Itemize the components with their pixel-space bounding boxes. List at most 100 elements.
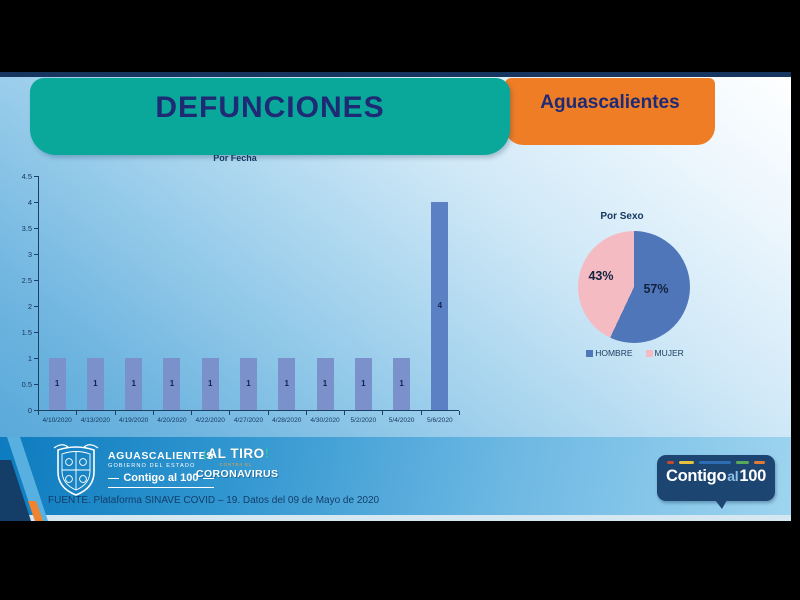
x-axis-tick [459, 411, 460, 415]
bar [125, 358, 143, 410]
altiro-campaign-logo: ¡AL TIRO! CONTRA EL CORONAVIRUS [196, 446, 278, 480]
exclamation-close: ! [264, 446, 270, 461]
y-axis-tick [34, 306, 38, 307]
divider-line [108, 477, 120, 479]
x-axis-tick [382, 411, 384, 415]
x-axis-line [38, 410, 459, 411]
bar-value-label: 1 [54, 379, 60, 388]
bar [201, 358, 219, 410]
x-axis-category-label: 4/20/2020 [157, 417, 187, 424]
bar [240, 358, 257, 410]
legend-label: MUJER [654, 348, 684, 358]
exclamation-open: ¡ [202, 446, 208, 461]
y-axis-tick-label: 3 [27, 249, 32, 259]
altiro-mid-text: CONTRA EL [219, 462, 253, 467]
top-navy-strip [0, 72, 791, 77]
letterbox-top [0, 0, 800, 72]
x-axis-category-label: 5/4/2020 [388, 417, 415, 424]
bar [393, 358, 411, 410]
altiro-text: AL TIRO [207, 446, 265, 461]
badge-speech-tail [715, 500, 727, 509]
letterbox-bottom [0, 521, 800, 600]
x-axis-tick [267, 411, 269, 415]
x-axis-category-label: 4/10/2020 [42, 417, 72, 424]
x-axis-tick [38, 411, 39, 415]
title-banner: DEFUNCIONES [30, 78, 510, 155]
y-axis-tick-label: 0 [27, 405, 32, 415]
bar [163, 358, 181, 410]
x-axis-tick [229, 411, 231, 415]
x-axis-category-label: 4/30/2020 [310, 417, 340, 424]
government-logo: AGUASCALIENTES GOBIERNO DEL ESTADO Conti… [52, 442, 214, 498]
pie-label-mujer: 43% [588, 269, 614, 283]
pie-legend: HOMBRE MUJER [560, 348, 710, 358]
x-axis-category-label: 4/28/2020 [272, 417, 302, 424]
bar-value-label: 1 [169, 379, 175, 388]
y-axis-tick-label: 0.5 [21, 379, 32, 389]
bar-value-label: 1 [246, 379, 251, 388]
coat-of-arms-icon [53, 444, 99, 496]
legend-item: HOMBRE [586, 348, 633, 358]
bar-value-label: 1 [284, 379, 289, 388]
divider-line [108, 487, 214, 488]
y-axis-tick [34, 384, 38, 385]
gov-name: AGUASCALIENTES [108, 450, 214, 462]
badge-dash [699, 461, 731, 464]
pie-chart [578, 231, 690, 343]
y-axis-tick-label: 3.5 [21, 223, 32, 233]
pie-chart-title: Por Sexo [600, 211, 644, 222]
y-axis-tick-label: 1.5 [21, 327, 32, 337]
region-banner: Aguascalientes [505, 78, 715, 145]
x-axis-category-label: 4/13/2020 [80, 417, 111, 424]
x-axis-tick [191, 411, 193, 415]
bar-value-label: 1 [207, 379, 213, 388]
divider-line [202, 477, 214, 479]
letterbox-right [791, 0, 800, 600]
y-axis-tick-label: 2 [27, 301, 32, 311]
badge-word1: Contigo [666, 467, 727, 485]
region-label: Aguascalientes [540, 92, 680, 113]
x-axis-tick [76, 411, 78, 415]
bar [278, 358, 296, 410]
presentation-slide: DEFUNCIONES Aguascalientes Por Fecha 0 0.… [0, 72, 791, 521]
bar-value-label: 1 [361, 379, 366, 388]
y-axis-tick-label: 1 [27, 353, 32, 363]
gov-slogan: Contigo al 100 [123, 472, 199, 484]
badge-dash [736, 461, 749, 464]
bar-value-label: 1 [399, 379, 404, 388]
x-axis-category-label: 5/2/2020 [350, 417, 377, 424]
legend-swatch [645, 349, 653, 357]
y-axis-tick [34, 410, 38, 411]
bar-value-label: 1 [93, 379, 98, 388]
altiro-title: ¡AL TIRO! [196, 446, 276, 461]
bar-value-label: 1 [131, 379, 136, 388]
x-axis-tick [114, 411, 116, 415]
contigo-al-100-badge: Contigoal100 [657, 455, 775, 509]
y-axis-tick [34, 254, 38, 255]
page-title: DEFUNCIONES [155, 91, 385, 124]
bar [48, 358, 66, 410]
bar-chart-title: Por Fecha [213, 153, 257, 163]
y-axis-tick [34, 202, 38, 203]
x-axis-category-label: 5/6/2020 [427, 417, 453, 424]
x-axis-tick [420, 411, 422, 415]
x-axis-tick [152, 411, 154, 415]
badge-dash [667, 461, 674, 464]
legend-item: MUJER [645, 348, 684, 358]
badge-color-dashes [657, 461, 775, 464]
badge-word2: al [727, 468, 739, 484]
x-axis-category-label: 4/22/2020 [195, 417, 225, 424]
bar [431, 202, 449, 410]
x-axis-tick [305, 411, 307, 415]
y-axis-tick [34, 358, 38, 359]
badge-dash [679, 461, 694, 464]
x-axis-category-label: 4/27/2020 [233, 417, 264, 424]
y-axis-tick [34, 176, 38, 177]
bar [354, 358, 372, 410]
legend-label: HOMBRE [595, 348, 633, 358]
y-axis-tick-label: 2.5 [21, 275, 32, 285]
badge-dash [754, 461, 765, 464]
y-axis-tick-label: 4 [27, 197, 32, 207]
y-axis-tick-label: 4.5 [21, 171, 32, 181]
